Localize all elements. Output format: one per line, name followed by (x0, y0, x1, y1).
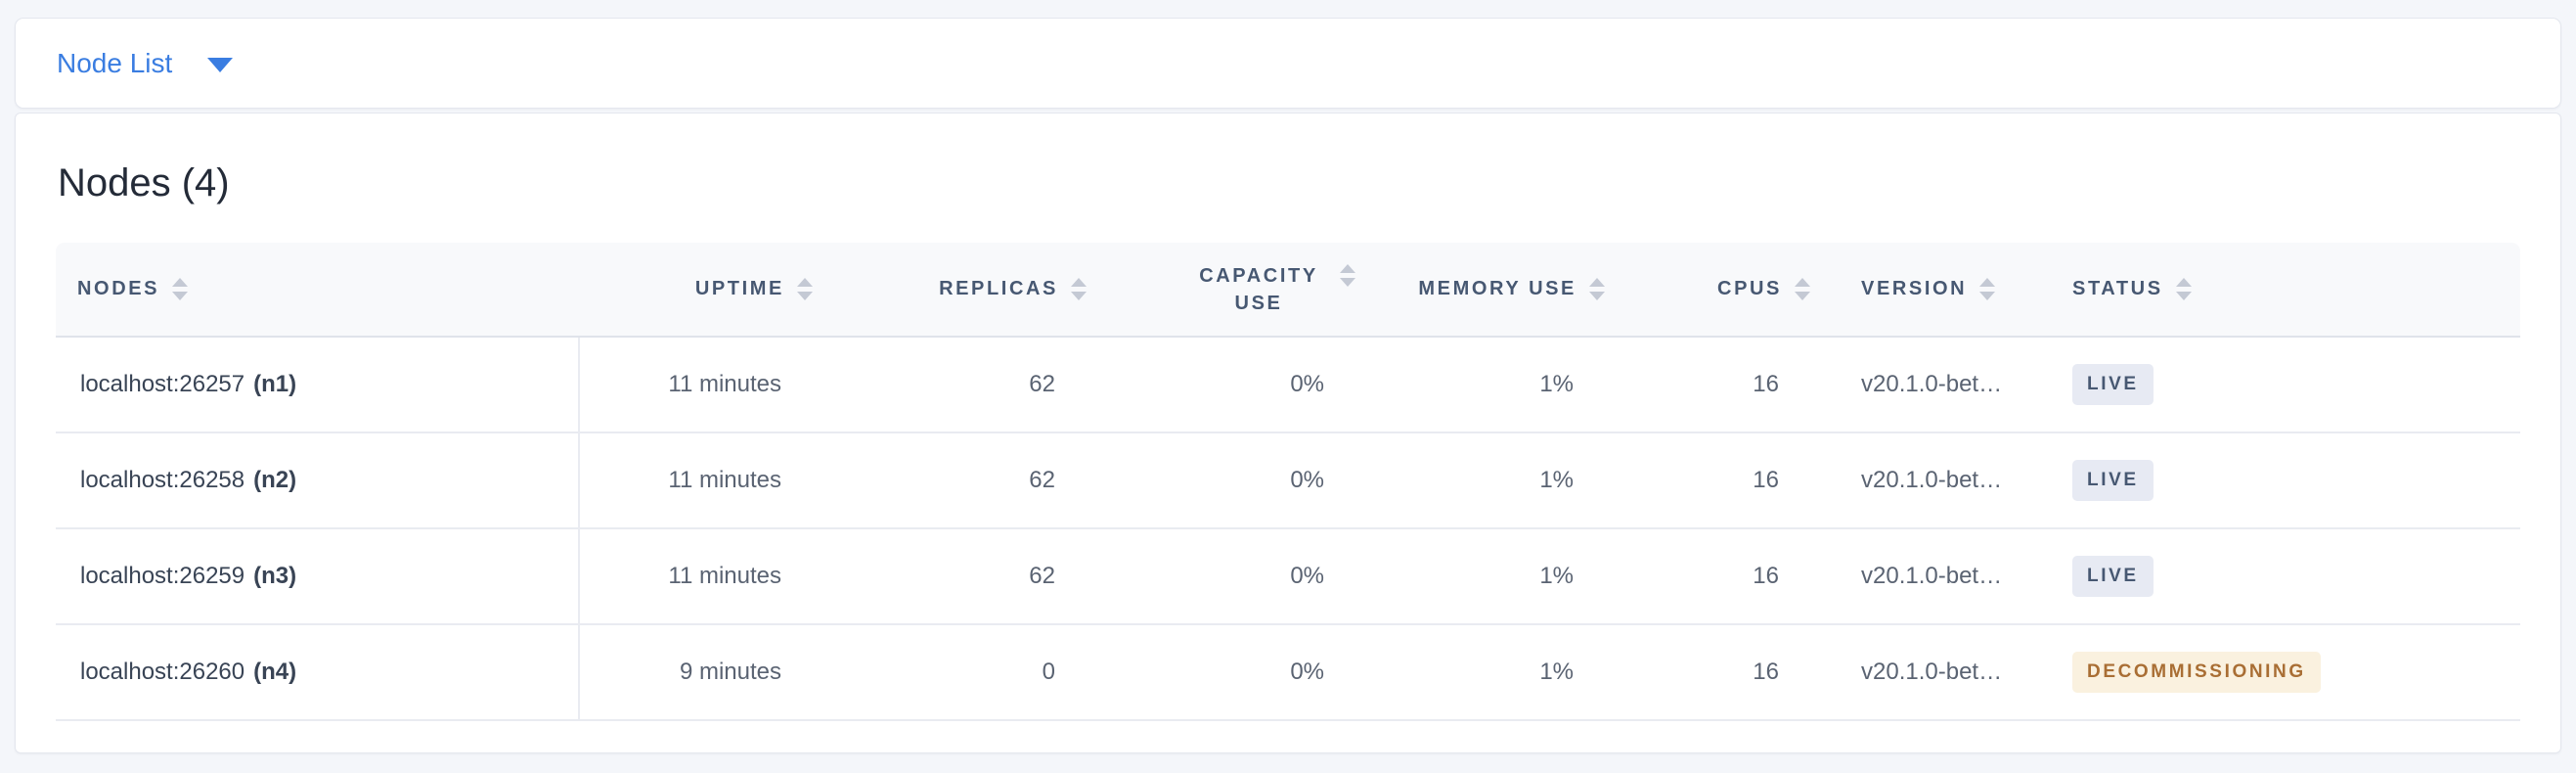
cell-memory-use: 1% (1367, 529, 1617, 625)
node-id: (n1) (253, 371, 297, 397)
sort-arrows-icon[interactable] (1071, 278, 1087, 300)
cell-uptime: 9 minutes (580, 625, 824, 721)
node-row: localhost:26257 (n1) 11 minutes 62 0% 1% … (56, 338, 2520, 433)
sort-arrows-icon[interactable] (172, 278, 189, 300)
cell-status: LIVE (2057, 338, 2520, 433)
column-label: UPTIME (694, 278, 784, 299)
column-label: CAPACITY USE (1199, 264, 1318, 314)
cell-capacity-use: 0% (1098, 433, 1367, 529)
cell-version: v20.1.0-bet… (1822, 625, 2057, 721)
cell-cpus: 16 (1617, 529, 1822, 625)
node-address[interactable]: localhost:26259 (80, 563, 245, 589)
page: Node List Nodes (4) NODES (15, 18, 2561, 753)
column-header-replicas[interactable]: REPLICAS (824, 243, 1098, 338)
status-badge: LIVE (2072, 556, 2154, 597)
node-address[interactable]: localhost:26258 (80, 467, 245, 493)
sort-arrows-icon[interactable] (797, 278, 813, 300)
nodes-table: NODES UPTIME REPLICAS (56, 243, 2520, 721)
view-selector-card: Node List (15, 18, 2561, 109)
column-label: MEMORY USE (1418, 278, 1577, 299)
cell-memory-use: 1% (1367, 433, 1617, 529)
cell-capacity-use: 0% (1098, 529, 1367, 625)
status-badge: DECOMMISSIONING (2072, 652, 2321, 693)
sort-arrows-icon[interactable] (1979, 278, 1996, 300)
cell-node-address[interactable]: localhost:26257 (n1) (56, 338, 580, 433)
status-badge: LIVE (2072, 364, 2154, 405)
column-label: CPUS (1717, 278, 1782, 299)
status-badge: LIVE (2072, 460, 2154, 501)
cell-version: v20.1.0-bet… (1822, 338, 2057, 433)
column-label: REPLICAS (939, 278, 1058, 299)
cell-cpus: 16 (1617, 338, 1822, 433)
cell-replicas: 62 (824, 338, 1098, 433)
cell-node-address[interactable]: localhost:26260 (n4) (56, 625, 580, 721)
cell-status: LIVE (2057, 529, 2520, 625)
cell-status: LIVE (2057, 433, 2520, 529)
column-label: VERSION (1861, 278, 1968, 299)
cell-replicas: 62 (824, 433, 1098, 529)
table-header-row: NODES UPTIME REPLICAS (56, 243, 2520, 338)
sort-arrows-icon[interactable] (1589, 278, 1605, 300)
column-label: NODES (77, 278, 160, 299)
column-header-memory-use[interactable]: MEMORY USE (1367, 243, 1617, 338)
sort-arrows-icon[interactable] (2175, 278, 2192, 300)
page-title: Nodes (4) (58, 161, 230, 205)
column-header-nodes[interactable]: NODES (56, 243, 580, 338)
cell-memory-use: 1% (1367, 625, 1617, 721)
cell-node-address[interactable]: localhost:26259 (n3) (56, 529, 580, 625)
node-row: localhost:26258 (n2) 11 minutes 62 0% 1% … (56, 433, 2520, 529)
column-header-version[interactable]: VERSION (1822, 243, 2057, 338)
column-header-cpus[interactable]: CPUS (1617, 243, 1822, 338)
node-address[interactable]: localhost:26257 (80, 371, 245, 397)
node-row: localhost:26259 (n3) 11 minutes 62 0% 1% … (56, 529, 2520, 625)
caret-down-icon[interactable] (207, 57, 234, 72)
node-id: (n2) (253, 467, 297, 493)
cell-node-address[interactable]: localhost:26258 (n2) (56, 433, 580, 529)
column-header-capacity-use[interactable]: CAPACITY USE (1098, 243, 1367, 338)
column-header-status[interactable]: STATUS (2057, 243, 2520, 338)
cell-cpus: 16 (1617, 625, 1822, 721)
node-id: (n3) (253, 563, 297, 589)
cell-uptime: 11 minutes (580, 338, 824, 433)
cell-capacity-use: 0% (1098, 338, 1367, 433)
view-selector-dropdown[interactable]: Node List (57, 47, 234, 78)
cell-uptime: 11 minutes (580, 433, 824, 529)
node-row: localhost:26260 (n4) 9 minutes 0 0% 1% 16… (56, 625, 2520, 721)
node-id: (n4) (253, 659, 297, 685)
cell-version: v20.1.0-bet… (1822, 529, 2057, 625)
cell-capacity-use: 0% (1098, 625, 1367, 721)
view-selector-label[interactable]: Node List (57, 47, 173, 78)
cell-status: DECOMMISSIONING (2057, 625, 2520, 721)
sort-arrows-icon[interactable] (1340, 264, 1355, 287)
cell-version: v20.1.0-bet… (1822, 433, 2057, 529)
sort-arrows-icon[interactable] (1795, 278, 1810, 300)
column-header-uptime[interactable]: UPTIME (580, 243, 824, 338)
column-label: STATUS (2072, 278, 2163, 299)
cell-replicas: 0 (824, 625, 1098, 721)
nodes-panel: Nodes (4) NODES (15, 113, 2561, 753)
cell-replicas: 62 (824, 529, 1098, 625)
node-address[interactable]: localhost:26260 (80, 659, 245, 685)
cell-cpus: 16 (1617, 433, 1822, 529)
cell-memory-use: 1% (1367, 338, 1617, 433)
cell-uptime: 11 minutes (580, 529, 824, 625)
